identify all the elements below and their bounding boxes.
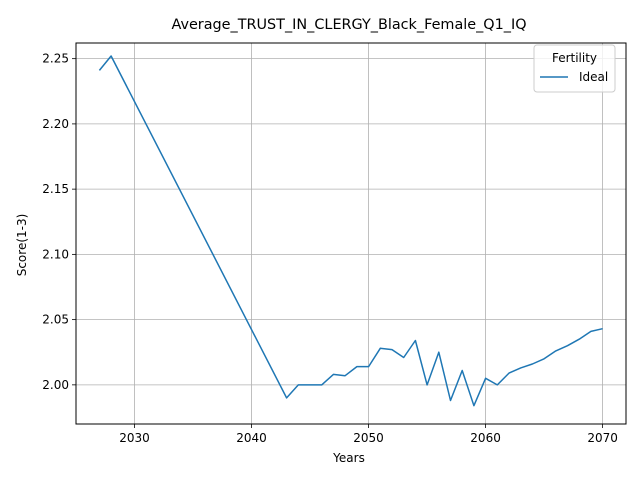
- y-tick-label: 2.05: [42, 313, 69, 327]
- series-line-ideal: [98, 55, 603, 407]
- x-tick-label: 2060: [470, 431, 501, 445]
- y-tick-label: 2.00: [42, 378, 69, 392]
- legend-title: Fertility: [552, 51, 597, 65]
- chart-title: Average_TRUST_IN_CLERGY_Black_Female_Q1_…: [171, 17, 526, 33]
- y-tick-label: 2.25: [42, 52, 69, 66]
- legend-label-ideal: Ideal: [579, 70, 608, 84]
- x-axis-ticks: 2030 2040 2050 2060 2070: [119, 424, 618, 445]
- plot-area: [75, 42, 627, 425]
- y-tick-label: 2.15: [42, 182, 69, 196]
- x-tick-label: 2040: [236, 431, 267, 445]
- legend: Fertility Ideal: [533, 44, 616, 93]
- legend-box: [533, 44, 616, 93]
- y-tick-label: 2.20: [42, 117, 69, 131]
- y-axis-ticks: 2.00 2.05 2.10 2.15 2.20 2.25: [42, 52, 76, 392]
- y-axis-label: Score(1-3): [15, 214, 29, 277]
- x-tick-label: 2050: [353, 431, 384, 445]
- y-tick-label: 2.10: [42, 247, 69, 261]
- series-layer: [98, 55, 603, 407]
- x-tick-label: 2070: [587, 431, 618, 445]
- x-axis-label: Years: [332, 451, 365, 465]
- x-tick-label: 2030: [119, 431, 150, 445]
